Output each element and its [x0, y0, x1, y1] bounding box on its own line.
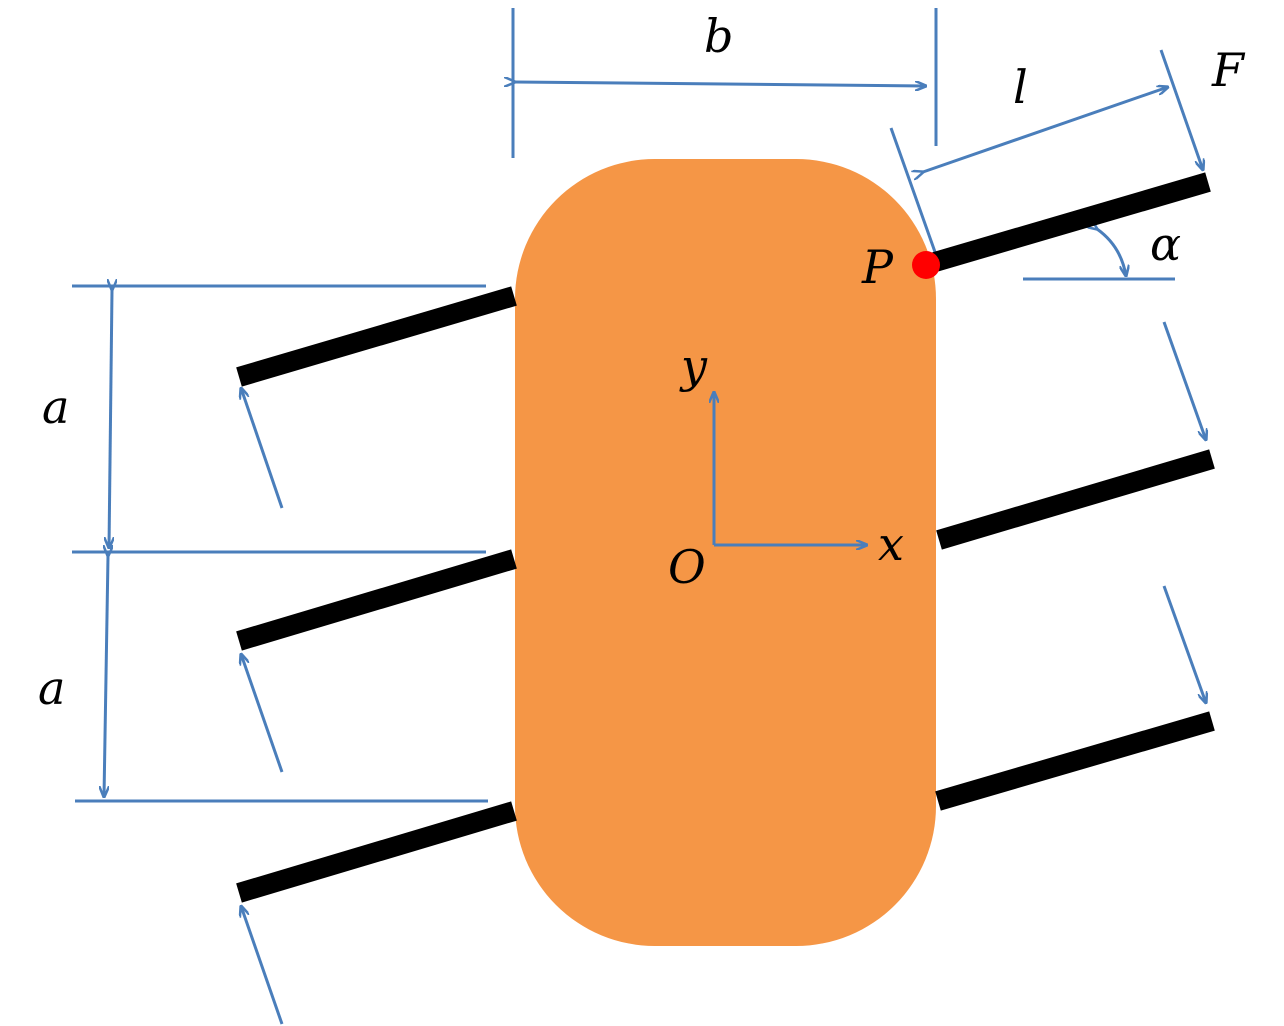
bar-right-bottom [935, 711, 1215, 811]
bar-left-middle [236, 549, 517, 651]
label-a-lower: a [38, 661, 65, 715]
label-F: F [1211, 43, 1246, 97]
force-arrow-right-top [1159, 49, 1203, 170]
bar-right-middle [936, 449, 1215, 550]
label-x: x [878, 517, 904, 571]
force-arrow-right-bottom [1162, 585, 1206, 703]
bar-left-top [236, 286, 517, 387]
force-arrow-right-middle [1162, 321, 1206, 440]
label-O: O [668, 540, 706, 594]
label-a-upper: a [42, 380, 69, 434]
point-P [912, 251, 940, 279]
dim-a-lower-arrow [104, 556, 108, 797]
dim-b-arrow [515, 82, 926, 86]
dim-a-upper-arrow [109, 290, 112, 548]
label-y: y [679, 339, 708, 393]
force-arrow-left-bottom [241, 906, 284, 1025]
force-arrow-left-middle [241, 654, 284, 773]
label-P: P [861, 240, 894, 294]
label-b: b [704, 9, 733, 63]
force-arrow-left-top [241, 388, 284, 509]
dim-l-left-extension [889, 127, 937, 253]
dim-l-arrow [923, 87, 1168, 172]
label-alpha: α [1150, 217, 1181, 271]
alpha-arc [1097, 229, 1126, 276]
bar-right-top [932, 172, 1211, 272]
bar-left-bottom [236, 801, 517, 903]
body [515, 159, 936, 946]
label-l: l [1013, 60, 1028, 114]
